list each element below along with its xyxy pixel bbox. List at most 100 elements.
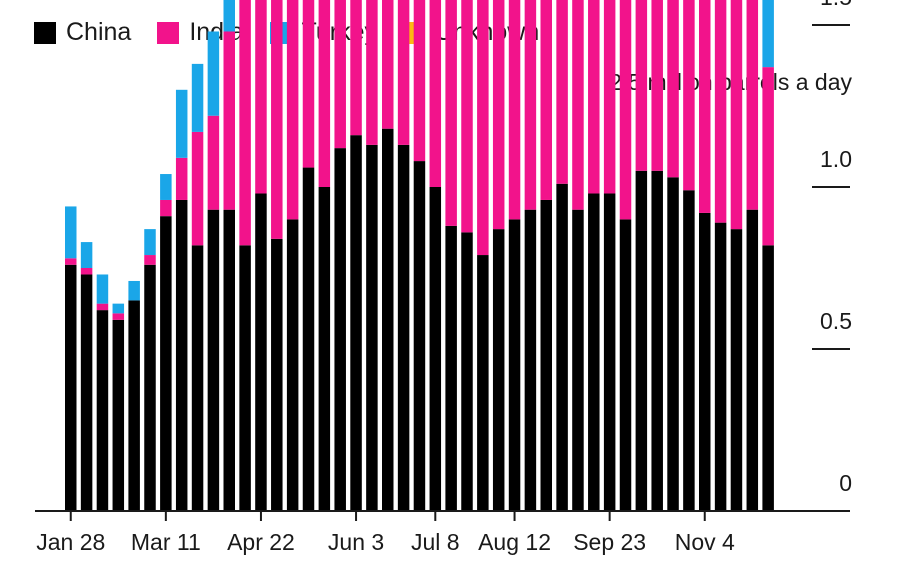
bar-china-21 — [397, 144, 410, 511]
x-tick-label-2: Apr 22 — [227, 529, 295, 555]
bar-china-17 — [334, 148, 346, 511]
bar-india-0 — [65, 258, 77, 265]
x-tick-label-1: Mar 11 — [131, 529, 201, 555]
bar-china-2 — [96, 310, 109, 511]
bar-india-19 — [366, 0, 378, 145]
bar-india-43 — [746, 0, 759, 210]
bar-china-24 — [445, 225, 457, 511]
bar-india-17 — [334, 0, 346, 149]
bar-turkey-1 — [80, 242, 93, 268]
bar-china-12 — [255, 193, 267, 512]
y-tick-label-3: 1.5 — [820, 0, 852, 10]
bar-india-1 — [80, 268, 93, 275]
bar-india-16 — [318, 0, 331, 188]
bar-india-40 — [699, 0, 711, 213]
bar-india-8 — [191, 131, 204, 246]
bar-india-20 — [382, 0, 394, 129]
bar-india-23 — [429, 0, 442, 188]
bar-india-11 — [239, 0, 251, 246]
legend-item-china: China — [34, 18, 131, 47]
bar-turkey-8 — [191, 63, 204, 132]
bar-china-19 — [366, 144, 378, 511]
x-tick-label-7: Nov 4 — [675, 529, 735, 555]
bar-china-4 — [128, 300, 140, 511]
bar-turkey-3 — [112, 303, 125, 314]
bar-china-33 — [588, 193, 600, 512]
bar-china-31 — [556, 183, 568, 511]
bar-india-12 — [255, 0, 267, 194]
bar-india-44 — [762, 67, 774, 246]
bar-india-25 — [461, 0, 473, 233]
bar-turkey-9 — [207, 31, 220, 116]
bar-china-43 — [746, 209, 759, 511]
bar-china-28 — [508, 219, 521, 511]
bar-china-32 — [572, 209, 584, 511]
bar-turkey-5 — [144, 229, 156, 256]
legend-swatch-china — [34, 21, 56, 44]
bar-china-38 — [667, 177, 679, 511]
bar-turkey-7 — [175, 89, 188, 158]
bar-india-21 — [397, 0, 410, 145]
bar-china-41 — [714, 222, 727, 511]
bar-india-32 — [572, 0, 584, 210]
x-tick-label-5: Aug 12 — [478, 529, 551, 555]
bar-china-10 — [223, 209, 235, 511]
bar-china-18 — [350, 135, 362, 511]
bar-china-35 — [619, 219, 632, 511]
bar-turkey-0 — [65, 206, 77, 259]
bar-china-27 — [492, 229, 505, 511]
bar-india-36 — [635, 0, 648, 171]
y-tick-label-2: 1.0 — [820, 146, 852, 172]
bar-india-7 — [175, 157, 188, 200]
bar-india-18 — [350, 0, 362, 136]
bar-china-3 — [112, 319, 125, 511]
bar-india-6 — [160, 199, 172, 217]
bar-india-38 — [667, 0, 679, 178]
bar-india-42 — [730, 0, 743, 230]
bar-china-36 — [635, 170, 648, 512]
x-tick-label-3: Jun 3 — [328, 529, 384, 555]
bar-china-39 — [683, 190, 695, 512]
bar-china-16 — [318, 187, 331, 511]
bar-turkey-44 — [762, 0, 774, 68]
bar-china-29 — [524, 209, 537, 511]
bar-india-5 — [144, 255, 156, 265]
bar-india-3 — [112, 313, 125, 320]
bar-turkey-4 — [128, 280, 140, 301]
bar-india-14 — [286, 0, 299, 220]
bar-india-39 — [683, 0, 695, 191]
bar-india-26 — [477, 0, 489, 256]
bar-india-34 — [603, 0, 616, 194]
bar-china-20 — [382, 128, 394, 511]
bar-china-11 — [239, 245, 251, 511]
bar-india-9 — [207, 115, 220, 210]
y-tick-label-0: 0 — [839, 470, 852, 496]
bar-china-5 — [144, 264, 156, 511]
bar-india-31 — [556, 0, 568, 184]
bar-turkey-2 — [96, 274, 109, 304]
bar-china-44 — [762, 245, 774, 511]
bar-china-23 — [429, 187, 442, 511]
bar-china-26 — [477, 255, 489, 511]
bar-china-15 — [302, 167, 315, 511]
bar-turkey-6 — [160, 174, 172, 200]
y-tick-label-1: 0.5 — [820, 308, 852, 334]
bar-india-15 — [302, 0, 315, 168]
bar-india-33 — [588, 0, 600, 194]
bar-china-8 — [191, 245, 204, 511]
bar-china-13 — [271, 238, 283, 511]
x-tick-label-4: Jul 8 — [411, 529, 460, 555]
bar-china-14 — [286, 219, 299, 511]
x-tick-label-0: Jan 28 — [36, 529, 105, 555]
bar-india-37 — [651, 0, 663, 171]
bar-india-35 — [619, 0, 632, 220]
bar-turkey-10 — [223, 0, 235, 32]
bar-india-30 — [540, 0, 552, 200]
bar-china-30 — [540, 199, 552, 511]
bar-china-1 — [80, 274, 93, 511]
bar-india-28 — [508, 0, 521, 220]
bar-india-10 — [223, 31, 235, 210]
bar-india-24 — [445, 0, 457, 226]
bar-china-42 — [730, 229, 743, 511]
